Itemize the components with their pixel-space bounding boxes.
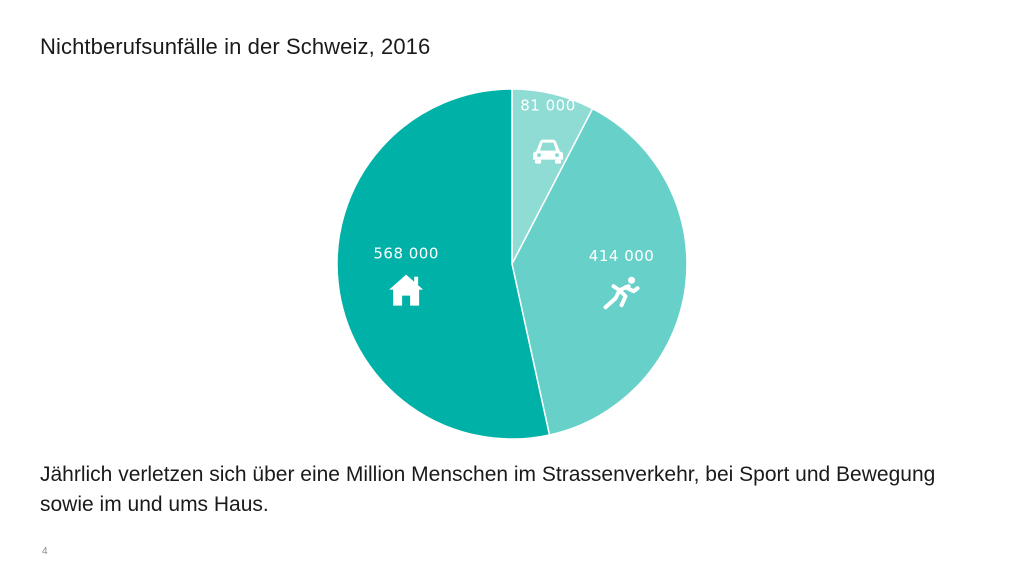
pie-slices	[336, 88, 688, 440]
pie-slice-home	[336, 88, 551, 440]
slice-labels: 81 000 414 000 568 000	[373, 97, 655, 266]
runner-icon	[603, 276, 640, 310]
slice-label-sport: 414 000	[589, 247, 655, 265]
car-icon	[533, 139, 564, 164]
slice-label-home: 568 000	[373, 245, 439, 263]
pie-slice-sport	[511, 107, 688, 436]
slide-title: Nichtberufsunfälle in der Schweiz, 2016	[40, 34, 431, 59]
house-icon	[389, 274, 424, 306]
page-number: 4	[42, 546, 48, 557]
slide-caption: Jährlich verletzen sich über eine Millio…	[40, 463, 936, 516]
slice-label-car: 81 000	[520, 97, 576, 115]
